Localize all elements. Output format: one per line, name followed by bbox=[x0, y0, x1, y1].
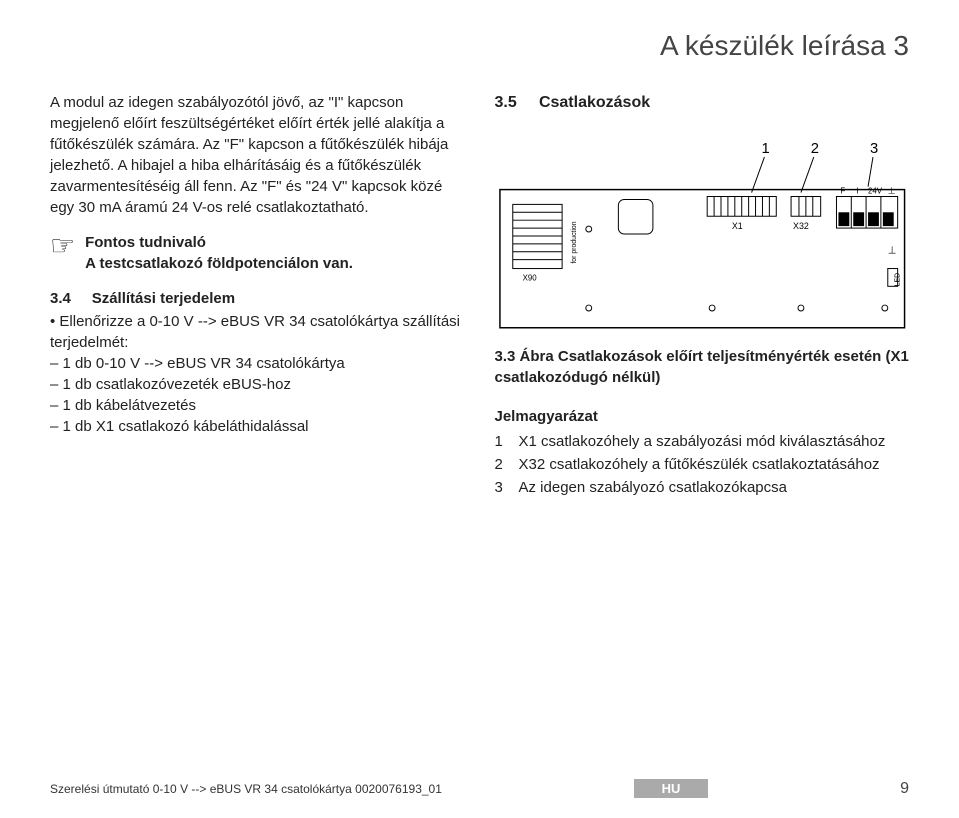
callout-3: 3 bbox=[870, 141, 878, 157]
callout-1: 1 bbox=[761, 141, 769, 157]
list-item: 1 db X1 csatlakozó kábeláthidalással bbox=[50, 416, 465, 437]
list-item: 1 db kábelátvezetés bbox=[50, 395, 465, 416]
section-3-4: 3.4 Szállítási terjedelem Ellenőrizze a … bbox=[50, 288, 465, 437]
section-num: 3.5 bbox=[495, 92, 535, 114]
label-x90: X90 bbox=[522, 274, 537, 283]
legend-num: 2 bbox=[495, 454, 509, 475]
legend-list: 1 X1 csatlakozóhely a szabályozási mód k… bbox=[495, 431, 910, 498]
section-title: Szállítási terjedelem bbox=[92, 290, 235, 307]
label-x1: X1 bbox=[731, 221, 742, 231]
label-ground-top: ⊥ bbox=[887, 186, 895, 196]
label-ground-low: ⊥ bbox=[887, 246, 896, 257]
label-24v: 24V bbox=[868, 187, 883, 196]
note-line1: Fontos tudnivaló bbox=[85, 232, 353, 253]
section-3-4-heading: 3.4 Szállítási terjedelem bbox=[50, 288, 465, 309]
note-line2: A testcsatlakozó földpotenciálon van. bbox=[85, 253, 353, 274]
callout-2: 2 bbox=[810, 141, 818, 157]
page-header-title: A készülék leírása 3 bbox=[50, 30, 909, 62]
legend-item: 1 X1 csatlakozóhely a szabályozási mód k… bbox=[495, 431, 910, 452]
delivery-items: 1 db 0-10 V --> eBUS VR 34 csatolókártya… bbox=[50, 353, 465, 437]
note-text: Fontos tudnivaló A testcsatlakozó földpo… bbox=[85, 232, 353, 274]
legend-item: 2 X32 csatlakozóhely a fűtőkészülék csat… bbox=[495, 454, 910, 475]
legend-num: 1 bbox=[495, 431, 509, 452]
section-3-5-heading: 3.5 Csatlakozások bbox=[495, 92, 910, 114]
legend-title: Jelmagyarázat bbox=[495, 406, 910, 427]
list-item: 1 db 0-10 V --> eBUS VR 34 csatolókártya bbox=[50, 353, 465, 374]
label-prod: for production bbox=[570, 222, 577, 264]
legend-text: Az idegen szabályozó csatlakozókapcsa bbox=[519, 477, 788, 498]
content-columns: A modul az idegen szabályozótól jövő, az… bbox=[50, 92, 909, 500]
section-title: Csatlakozások bbox=[539, 94, 650, 111]
legend-text: X1 csatlakozóhely a szabályozási mód kiv… bbox=[519, 431, 886, 452]
legend-num: 3 bbox=[495, 477, 509, 498]
label-i: I bbox=[856, 187, 858, 196]
pcb-diagram: 1 2 3 X90 for production bbox=[495, 134, 910, 334]
footer-left-text: Szerelési útmutató 0-10 V --> eBUS VR 34… bbox=[50, 782, 442, 796]
label-x32: X32 bbox=[793, 221, 809, 231]
important-note: ☞ Fontos tudnivaló A testcsatlakozó föld… bbox=[50, 232, 465, 274]
check-item: Ellenőrizze a 0-10 V --> eBUS VR 34 csat… bbox=[50, 311, 465, 353]
pointing-hand-icon: ☞ bbox=[50, 232, 75, 260]
footer-language-badge: HU bbox=[634, 779, 709, 798]
left-column: A modul az idegen szabályozótól jövő, az… bbox=[50, 92, 465, 500]
legend-item: 3 Az idegen szabályozó csatlakozókapcsa bbox=[495, 477, 910, 498]
figure-caption: 3.3 Ábra Csatlakozások előírt teljesítmé… bbox=[495, 346, 910, 388]
check-bullet: Ellenőrizze a 0-10 V --> eBUS VR 34 csat… bbox=[50, 311, 465, 353]
list-item: 1 db csatlakozóvezeték eBUS-hoz bbox=[50, 374, 465, 395]
page-footer: Szerelési útmutató 0-10 V --> eBUS VR 34… bbox=[50, 779, 909, 798]
label-f: F bbox=[840, 187, 845, 196]
section-num: 3.4 bbox=[50, 290, 71, 307]
intro-paragraph: A modul az idegen szabályozótól jövő, az… bbox=[50, 92, 465, 218]
legend-text: X32 csatlakozóhely a fűtőkészülék csatla… bbox=[519, 454, 880, 475]
right-column: 3.5 Csatlakozások 1 2 3 bbox=[495, 92, 910, 500]
footer-page-number: 9 bbox=[900, 780, 909, 798]
label-led: LED bbox=[894, 273, 901, 286]
